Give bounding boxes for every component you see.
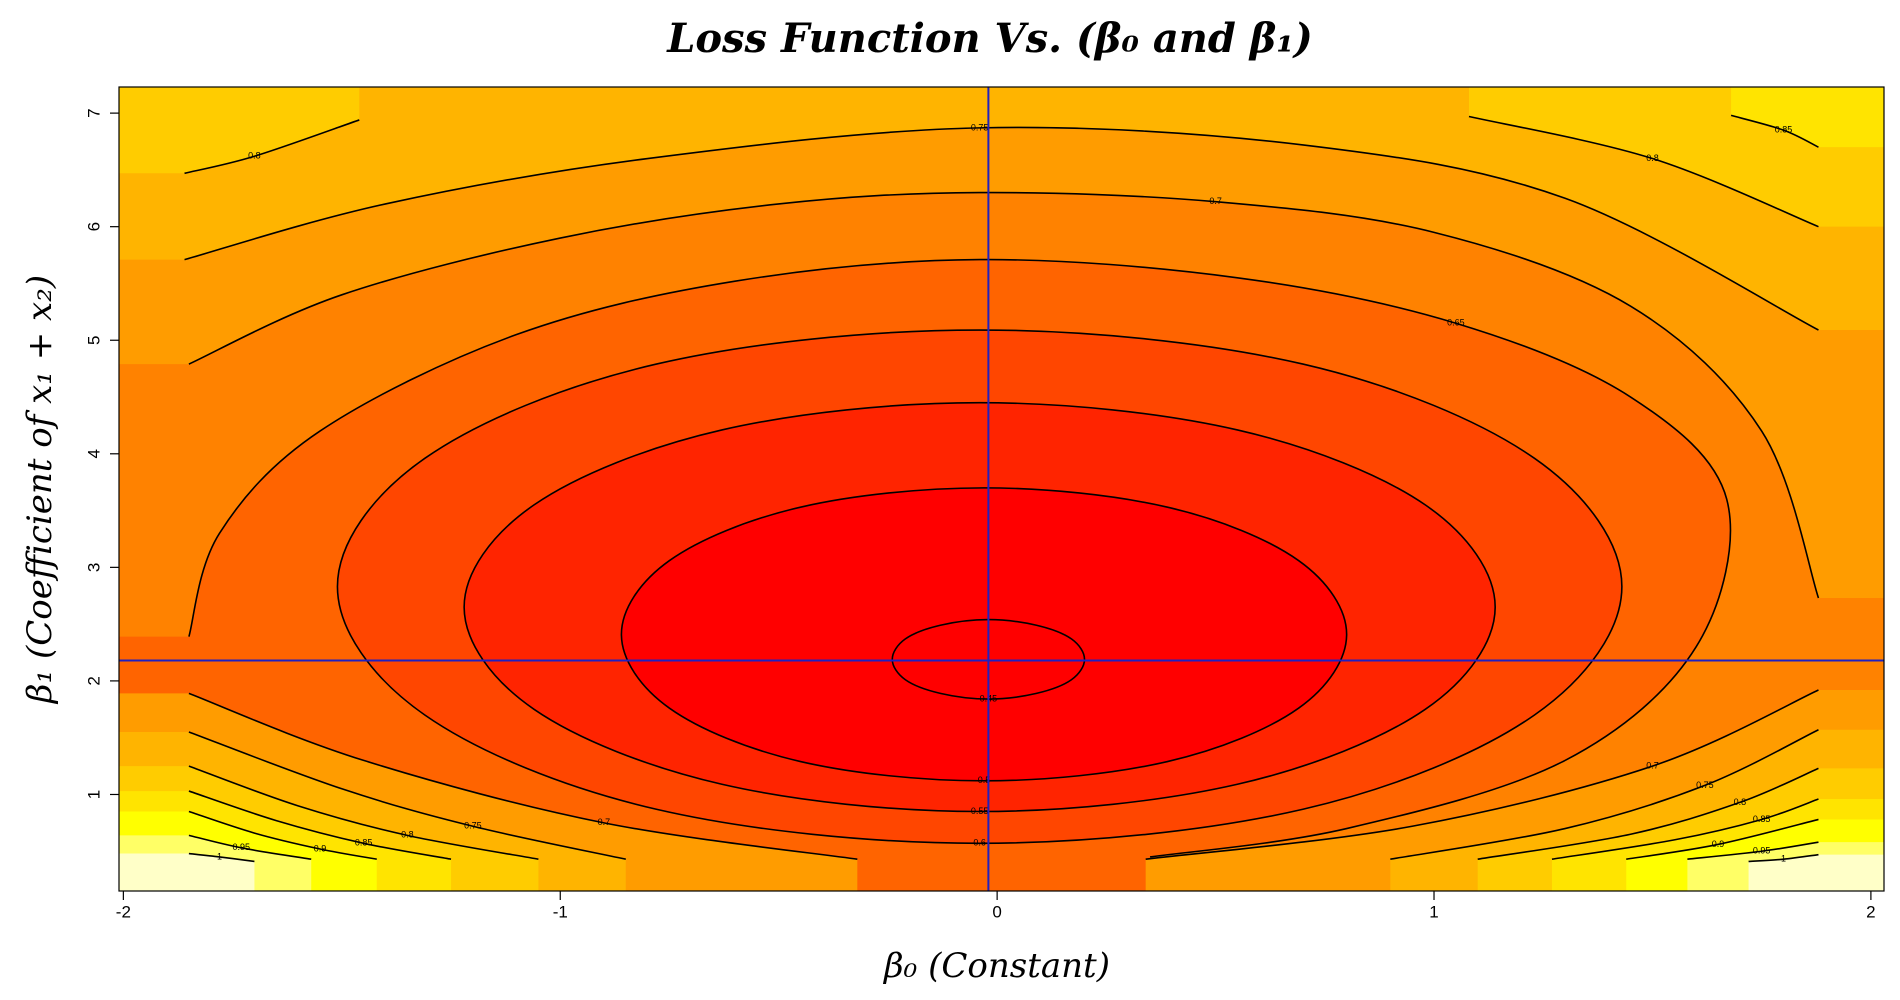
x-tick-label: 1 bbox=[1429, 902, 1438, 921]
contour-line bbox=[188, 692, 858, 860]
contour-line bbox=[188, 731, 626, 860]
contour-line bbox=[620, 487, 1348, 782]
contour-label: 1 bbox=[1781, 854, 1786, 864]
contour-label: 1 bbox=[217, 851, 222, 861]
contour-label: 0.7 bbox=[598, 817, 611, 827]
y-tick-label: 5 bbox=[84, 336, 103, 345]
plot-frame bbox=[118, 86, 1885, 892]
contour-label: 0.75 bbox=[464, 821, 482, 831]
contour-line bbox=[188, 834, 312, 860]
contour-label: 0.85 bbox=[1775, 125, 1793, 135]
contour-label: 0.7 bbox=[1209, 196, 1222, 206]
contour-label: 0.8 bbox=[1734, 797, 1747, 807]
contour-label: 0.9 bbox=[1712, 839, 1725, 849]
x-tick-label: -2 bbox=[116, 902, 131, 921]
plot-area: 0.450.50.550.60.650.70.750.80.80.850.70.… bbox=[119, 87, 1884, 891]
contour-label: 0.65 bbox=[1447, 318, 1465, 328]
contour-label: 0.6 bbox=[973, 838, 986, 848]
contour-line bbox=[1730, 114, 1819, 148]
contour-line bbox=[1551, 798, 1819, 860]
contour-line bbox=[188, 790, 452, 860]
x-tick-label: -1 bbox=[553, 902, 568, 921]
heat-band bbox=[119, 87, 1884, 331]
contour-line bbox=[188, 852, 255, 863]
x-tick-label: 0 bbox=[992, 902, 1001, 921]
contour-line bbox=[188, 765, 539, 860]
contour-label: 0.95 bbox=[1753, 846, 1771, 856]
y-tick-label: 1 bbox=[84, 790, 103, 799]
contour-label: 0.8 bbox=[248, 151, 261, 161]
chart-title: Loss Function Vs. (β₀ and β₁) bbox=[666, 15, 1313, 62]
axes: -2 -1 0 1 2 1 2 3 4 5 6 7 bbox=[84, 86, 1885, 921]
contour-line bbox=[1145, 689, 1819, 860]
contour-label: 0.9 bbox=[314, 843, 327, 853]
contour-line bbox=[184, 126, 1819, 331]
contour-line bbox=[1748, 853, 1819, 863]
heat-band bbox=[1731, 87, 1884, 148]
contour-line bbox=[188, 258, 1732, 858]
y-tick-label: 3 bbox=[84, 563, 103, 572]
contour-label: 0.7 bbox=[1646, 760, 1659, 770]
contour-label: 0.95 bbox=[233, 842, 251, 852]
heat-band bbox=[119, 87, 1884, 891]
contour-line bbox=[188, 810, 377, 860]
contour-line bbox=[1626, 818, 1819, 860]
y-tick-label: 4 bbox=[84, 449, 103, 458]
contour-label: 0.85 bbox=[355, 838, 373, 848]
contour-line bbox=[184, 119, 360, 175]
y-tick-label: 7 bbox=[84, 108, 103, 117]
contour-line bbox=[1468, 115, 1819, 228]
contour-line bbox=[1390, 729, 1819, 860]
contour-label: 0.8 bbox=[401, 830, 414, 840]
y-tick-label: 6 bbox=[84, 222, 103, 231]
y-axis-label: β₁ (Coefficient of x₁ + x₂) bbox=[20, 275, 60, 705]
x-tick-label: 2 bbox=[1866, 902, 1875, 921]
heat-band bbox=[119, 87, 360, 174]
contour-line bbox=[1477, 767, 1819, 860]
y-tick-label: 2 bbox=[84, 676, 103, 685]
contour-line bbox=[891, 618, 1086, 700]
heat-band bbox=[119, 853, 255, 891]
contour-label: 0.5 bbox=[978, 775, 991, 785]
heat-band bbox=[1748, 854, 1884, 891]
contour-label: 0.8 bbox=[1646, 153, 1659, 163]
contour-line bbox=[463, 401, 1496, 813]
contour-line bbox=[1687, 841, 1819, 860]
x-axis-label: β₀ (Constant) bbox=[882, 946, 1110, 986]
heat-band bbox=[119, 87, 1884, 599]
contour-label: 0.85 bbox=[1753, 814, 1771, 824]
contour-label: 0.55 bbox=[971, 806, 989, 816]
contour-label: 0.75 bbox=[1696, 780, 1714, 790]
contour-label: 0.75 bbox=[971, 122, 989, 132]
contour-line bbox=[336, 329, 1623, 845]
contour-line bbox=[188, 191, 1820, 599]
